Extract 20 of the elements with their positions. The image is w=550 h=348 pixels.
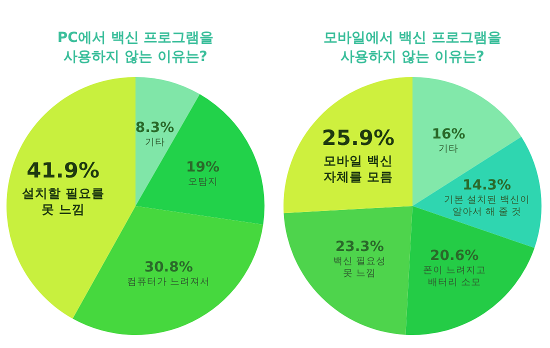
data-label: 41.9% (26, 158, 100, 182)
slice-label: 컴퓨터가 느려져서 (127, 276, 210, 288)
data-label: 14.3% (462, 177, 512, 194)
data-label: 23.3% (335, 239, 384, 256)
slice-label: 폰이 느려지고 배터리 소모 (422, 265, 486, 288)
slice-label: 백신 필요성 못 느낌 (333, 256, 386, 280)
slice-label: 설치할 필요를 못 느낌 (22, 185, 104, 216)
data-label: 20.6% (430, 248, 479, 264)
data-label: 8.3% (135, 120, 174, 136)
data-label: 19% (186, 159, 220, 176)
slice-label: 기타 (144, 136, 165, 148)
slice-label: 오탐지 (188, 176, 218, 188)
data-label: 30.8% (144, 259, 193, 276)
slice-label: 기타 (438, 144, 459, 155)
data-label: 16% (432, 126, 466, 143)
slice-label: 모바일 백신 자체를 모름 (323, 152, 393, 184)
chart-title: 모바일에서 백신 프로그램을 사용하지 않는 이유는? (324, 30, 502, 65)
slice-label: 기본 설치된 백신이 알아서 해 줄 것 (444, 194, 530, 218)
data-label: 25.9% (322, 126, 395, 150)
chart-title: PC에서 백신 프로그램을 사용하지 않는 이유는? (57, 30, 214, 65)
